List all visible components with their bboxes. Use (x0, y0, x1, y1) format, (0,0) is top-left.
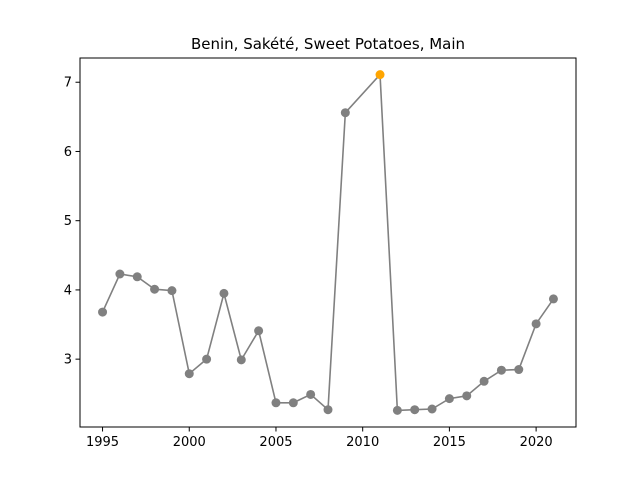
y-tick-label: 4 (64, 283, 72, 298)
x-tick-label: 2005 (259, 435, 292, 450)
y-tick-label: 7 (64, 76, 72, 91)
data-point (219, 288, 229, 298)
data-point (184, 369, 194, 379)
data-point (444, 394, 454, 404)
x-tick-label: 2015 (433, 435, 466, 450)
x-tick-label: 1995 (86, 435, 119, 450)
y-tick-label: 6 (64, 145, 72, 160)
data-point (427, 404, 437, 414)
data-point (236, 355, 246, 365)
chart-title: Benin, Sakété, Sweet Potatoes, Main (191, 35, 465, 53)
y-tick-label: 3 (64, 353, 72, 368)
x-axis: 1995 2000 2005 2010 2015 2020 (86, 427, 553, 450)
plot-area (98, 70, 558, 415)
data-point (496, 365, 506, 375)
axes-frame (79, 57, 577, 428)
y-axis: 3 4 5 6 7 (64, 76, 80, 368)
data-point (288, 398, 298, 408)
data-point (306, 389, 316, 399)
x-tick-label: 2020 (520, 435, 553, 450)
data-point (254, 326, 264, 336)
x-tick-label: 2000 (173, 435, 206, 450)
data-point (531, 319, 541, 329)
data-point (132, 272, 142, 282)
data-point (340, 108, 350, 118)
data-point (115, 269, 125, 279)
x-tick-label: 2010 (346, 435, 379, 450)
data-point (514, 365, 524, 375)
data-point (479, 376, 489, 386)
data-point (98, 307, 108, 317)
series-line (101, 72, 555, 412)
highlight-point (375, 70, 385, 80)
y-tick-label: 5 (64, 214, 72, 229)
data-point (202, 354, 212, 364)
data-point (167, 286, 177, 296)
data-point (150, 284, 160, 294)
data-point (548, 294, 558, 304)
data-point (462, 391, 472, 401)
data-point (392, 405, 402, 415)
data-point (271, 398, 281, 408)
data-point (323, 405, 333, 415)
data-point (410, 405, 420, 415)
